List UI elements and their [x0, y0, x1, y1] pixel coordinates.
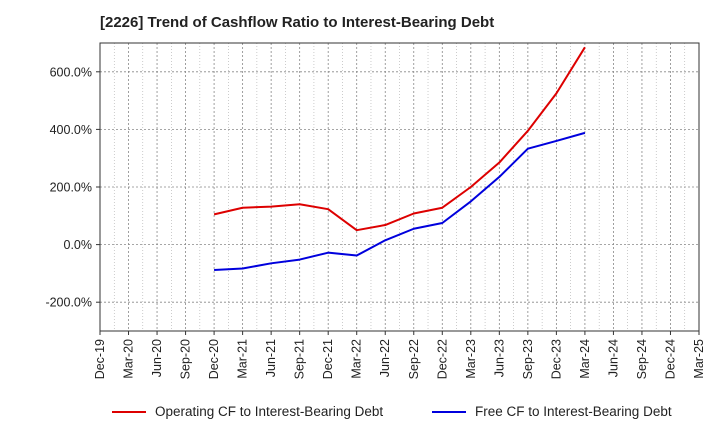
- x-tick-label: Sep-21: [293, 339, 307, 379]
- x-tick-label: Sep-23: [521, 339, 535, 379]
- x-tick-label: Jun-22: [378, 339, 392, 377]
- series-lines: [213, 46, 586, 271]
- x-tick-label: Sep-24: [635, 339, 649, 379]
- x-tick-label: Dec-22: [435, 339, 449, 379]
- x-tick-label: Jun-21: [264, 339, 278, 377]
- x-tick-label: Mar-22: [350, 339, 364, 379]
- legend-item-free-cf: Free CF to Interest-Bearing Debt: [432, 404, 672, 419]
- x-tick-label: Mar-20: [122, 339, 136, 379]
- x-tick-label: Sep-20: [179, 339, 193, 379]
- x-tick-label: Dec-20: [207, 339, 221, 379]
- y-tick-label: 400.0%: [50, 123, 92, 137]
- grid-lines: [100, 43, 699, 331]
- x-tick-label: Mar-25: [692, 339, 706, 379]
- legend-item-operating-cf: Operating CF to Interest-Bearing Debt: [112, 404, 383, 419]
- x-tick-label: Sep-22: [407, 339, 421, 379]
- x-tick-label: Dec-24: [663, 339, 677, 379]
- series-line-operating-cf: [213, 46, 586, 232]
- legend-swatch-free-cf: [432, 410, 466, 413]
- x-axis-ticks: Dec-19 Mar-20 Jun-20 Sep-20 Dec-20 Mar-21 Jun-…: [93, 331, 706, 379]
- x-tick-label: Jun-20: [150, 339, 164, 377]
- x-tick-label: Dec-19: [93, 339, 107, 379]
- x-tick-label: Dec-23: [549, 339, 563, 379]
- y-axis-ticks: -200.0% 0.0% 200.0% 400.0% 600.0%: [45, 65, 100, 310]
- legend-label-free-cf: Free CF to Interest-Bearing Debt: [475, 404, 672, 419]
- y-tick-label: 600.0%: [50, 65, 92, 79]
- legend-label-operating-cf: Operating CF to Interest-Bearing Debt: [155, 404, 384, 419]
- x-tick-label: Mar-21: [236, 339, 250, 379]
- legend-swatch-operating-cf: [112, 410, 146, 413]
- x-tick-label: Dec-21: [321, 339, 335, 379]
- y-tick-label: 200.0%: [50, 181, 92, 195]
- x-tick-label: Jun-23: [492, 339, 506, 377]
- x-tick-label: Mar-24: [578, 339, 592, 379]
- x-tick-label: Mar-23: [464, 339, 478, 379]
- x-tick-label: Jun-24: [606, 339, 620, 377]
- series-line-free-cf: [214, 131, 586, 271]
- chart-title: [2226] Trend of Cashflow Ratio to Intere…: [100, 14, 495, 31]
- y-tick-label: 0.0%: [64, 238, 93, 252]
- y-tick-label: -200.0%: [45, 296, 92, 310]
